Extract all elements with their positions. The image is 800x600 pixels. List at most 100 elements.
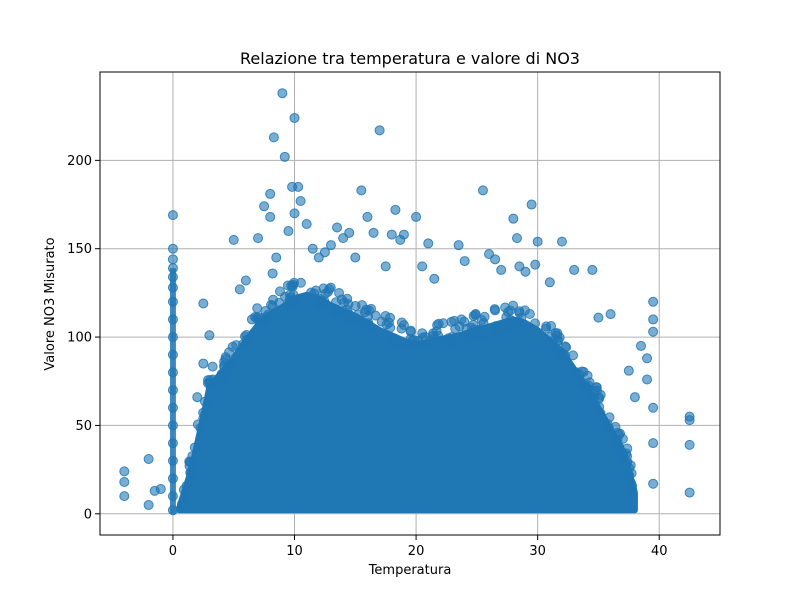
scatter-point [301,218,312,229]
scatter-point [198,413,209,424]
scatter-point [627,480,638,491]
scatter-point [574,369,585,380]
scatter-point [167,455,178,466]
scatter-point [505,321,516,332]
axis-ticks: 0 10 20 30 40 0 50 100 150 200 [67,154,667,559]
scatter-point [167,367,178,378]
scatter-point [612,427,623,438]
scatter-point [253,233,264,244]
scatter-point [155,484,166,495]
scatter-point [167,438,178,449]
scatter-point [390,204,401,215]
scatter-point [514,308,525,319]
scatter-point [307,243,318,254]
scatter-point [246,314,257,325]
scatter-point [265,188,276,199]
scatter-point [491,326,502,337]
scatter-point [648,296,659,307]
scatter-point [684,415,695,426]
x-tick-label: 10 [286,544,303,559]
scatter-point [470,309,481,320]
scatter-point [648,326,659,337]
scatter-point [283,226,294,237]
scatter-point [364,305,375,316]
scatter-point [594,392,605,403]
scatter-point [167,332,178,343]
scatter-point [553,335,564,346]
scatter-point [605,309,616,320]
scatter-point [447,332,458,343]
scatter-point [542,338,553,349]
scatter-point [474,325,485,336]
y-tick-label: 0 [84,507,92,522]
scatter-point [530,259,541,270]
scatter-point [635,340,646,351]
scatter-point [560,341,571,352]
scatter-point [295,196,306,207]
scatter-point [540,323,551,334]
scatter-point [177,499,188,510]
scatter-point [380,261,391,272]
scatter-point [325,240,336,251]
scatter-point [167,254,178,265]
scatter-point [259,201,270,212]
scatter-point [204,378,215,389]
scatter-point [289,277,300,288]
scatter-point [356,300,367,311]
scatter-point [241,330,252,341]
scatter-point [119,476,130,487]
scatter-point [556,236,567,247]
scatter-point [392,339,403,350]
scatter-point [234,284,245,295]
scatter-point [268,132,279,143]
scatter-point [310,285,321,296]
scatter-point [648,438,659,449]
scatter-point [252,303,263,314]
scatter-point [228,234,239,245]
scatter-point [350,252,361,263]
scatter-point [396,317,407,328]
scatter-point [204,330,215,341]
scatter-point [476,315,487,326]
scatter-point [454,321,465,332]
scatter-point [167,314,178,325]
scatter-point [398,229,409,240]
scatter-point [277,88,288,99]
scatter-point [429,273,440,284]
scatter-point [459,256,470,267]
scatter-point [587,264,598,275]
x-tick-label: 0 [169,544,177,559]
scatter-point [420,340,431,351]
scatter-point [199,396,210,407]
scatter-point [381,319,392,330]
scatter-point [526,199,537,210]
y-axis-label: Valore NO3 Misurato [43,237,58,370]
scatter-point [265,211,276,222]
scatter-point [198,358,209,369]
scatter-point [266,299,277,310]
scatter-point [167,505,178,516]
scatter-point [293,181,304,192]
scatter-point [532,236,543,247]
scatter-point [119,466,130,477]
scatter-point [386,334,397,345]
scatter-point [284,290,295,301]
scatter-point [263,309,274,320]
scatter-point [569,264,580,275]
scatter-point [603,423,614,434]
scatter-point [279,151,290,162]
scatter-point [423,238,434,249]
x-axis-label: Temperatura [368,563,452,578]
scatter-point [648,478,659,489]
y-tick-label: 100 [67,331,92,346]
scatter-point [411,211,422,222]
scatter-point [167,349,178,360]
scatter-point [490,254,501,265]
scatter-point [511,233,522,244]
scatter-point [405,333,416,344]
scatter-point [289,208,300,219]
scatter-point [362,211,373,222]
scatter-point [428,328,439,339]
scatter-point [267,268,278,279]
